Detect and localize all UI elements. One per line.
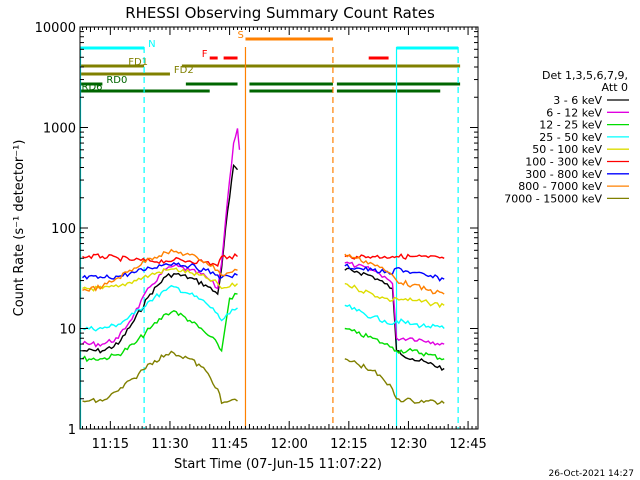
plot-series: [81, 128, 445, 406]
chart-title: RHESSI Observing Summary Count Rates: [125, 4, 435, 22]
y-tick-label: 100: [51, 222, 76, 237]
legend-label-25-50-kev: 25 - 50 keV: [539, 131, 602, 144]
plot-frame: [79, 26, 479, 430]
x-tick-label: 11:30: [151, 437, 188, 452]
legend-header-1: Att 0: [602, 81, 628, 94]
region-markers: [79, 47, 459, 429]
series-line-12-25-kev: [82, 292, 445, 363]
y-tick-label: 1: [68, 423, 76, 438]
timestamp: 26-Oct-2021 14:27: [549, 469, 634, 479]
x-tick-label: 12:00: [270, 437, 307, 452]
x-tick-label: 12:15: [330, 437, 367, 452]
flag-label-n: N: [148, 39, 155, 50]
y-axis: 1 10 100 1000 10000: [35, 21, 478, 438]
series-line-3-6-kev: [82, 163, 445, 372]
series-line-50-100-kev: [82, 267, 445, 309]
flag-label-rd6: RD6: [82, 82, 103, 93]
legend-label-100-300-kev: 100 - 300 keV: [525, 156, 602, 169]
y-tick-label: 10000: [35, 21, 76, 36]
legend-label-12-25-kev: 12 - 25 keV: [539, 119, 602, 132]
legend-label-300-800-kev: 300 - 800 keV: [525, 168, 602, 181]
flag-label-rd0: RD0: [106, 75, 127, 86]
legend-label-6-12-kev: 6 - 12 keV: [546, 106, 602, 119]
y-tick-label: 1000: [43, 122, 76, 137]
legend-label-50-100-kev: 50 - 100 keV: [532, 143, 602, 156]
x-tick-label: 11:15: [92, 437, 129, 452]
y-tick-label: 10: [59, 323, 76, 338]
series-line-300-800-kev: [82, 262, 445, 282]
legend-header-0: Det 1,3,5,6,7,9,: [542, 69, 628, 82]
legend-label-3-6-kev: 3 - 6 keV: [553, 94, 602, 107]
flag-label-fd2: FD2: [174, 65, 194, 76]
x-axis-label: Start Time (07-Jun-15 11:07:22): [174, 457, 382, 472]
flag-label-fd1: FD1: [128, 57, 148, 68]
y-axis-label: Count Rate (s⁻¹ detector⁻¹): [12, 140, 27, 317]
x-tick-label: 12:45: [449, 437, 486, 452]
flag-label-f: F: [202, 49, 208, 60]
legend-label-7000-15000-kev: 7000 - 15000 keV: [504, 192, 602, 205]
flag-label-s: S: [238, 30, 244, 41]
x-tick-label: 11:45: [211, 437, 248, 452]
series-line-100-300-kev: [82, 252, 445, 267]
series-line-25-50-kev: [82, 284, 445, 332]
x-axis: 11:15 11:30 11:45 12:00 12:15 12:30 12:45: [82, 27, 487, 452]
x-tick-label: 12:30: [390, 437, 427, 452]
series-line-7000-15000-kev: [82, 350, 445, 406]
series-line-800-7000-kev: [82, 248, 445, 295]
legend-label-800-7000-kev: 800 - 7000 keV: [518, 180, 602, 193]
